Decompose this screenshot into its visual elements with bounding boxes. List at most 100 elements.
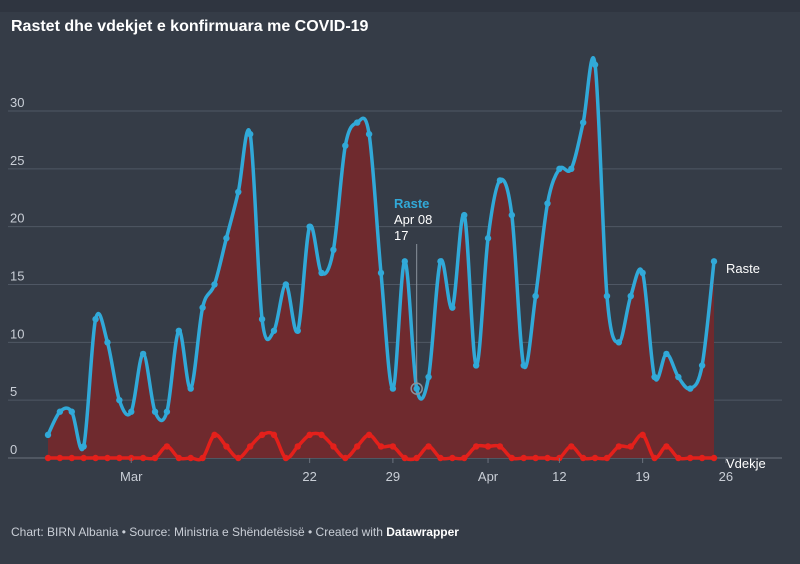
raste-point-53	[675, 373, 682, 381]
vdekje-point-15	[223, 443, 230, 450]
raste-point-14	[211, 281, 218, 288]
top-bar	[0, 0, 800, 12]
vdekje-point-46	[591, 454, 599, 462]
raste-point-23	[318, 269, 325, 277]
footer-credits: Chart: BIRN Albania • Source: Ministria …	[11, 525, 387, 539]
y-tick-label-15: 15	[10, 269, 24, 284]
vdekje-point-55	[698, 454, 706, 462]
vdekje-point-13	[199, 454, 206, 462]
raste-point-20	[282, 281, 290, 288]
raste-point-26	[354, 119, 361, 126]
footer-brand: Datawrapper	[386, 525, 459, 539]
raste-point-7	[128, 408, 135, 415]
raste-point-9	[151, 408, 159, 415]
vdekje-point-1	[56, 454, 64, 462]
y-tick-label-25: 25	[10, 153, 24, 168]
vdekje-point-39	[508, 454, 516, 462]
vdekje-point-19	[270, 431, 278, 439]
x-tick-label-19: 19	[635, 469, 649, 484]
y-tick-label-20: 20	[10, 211, 24, 226]
vdekje-point-53	[675, 454, 682, 462]
raste-point-47	[603, 292, 611, 300]
annotation-marker	[410, 382, 423, 395]
vdekje-point-52	[663, 443, 670, 450]
raste-point-27	[365, 130, 373, 138]
raste-point-35	[461, 211, 468, 219]
x-tick-label-Apr: Apr	[478, 469, 499, 484]
vdekje-point-6	[116, 454, 123, 462]
vdekje-point-29	[389, 443, 397, 450]
raste-point-15	[223, 235, 230, 242]
vdekje-point-36	[472, 443, 480, 450]
vdekje-point-10	[163, 443, 171, 450]
vdekje-point-56	[710, 454, 718, 462]
raste-point-3	[80, 443, 87, 450]
vdekje-point-20	[282, 454, 290, 462]
raste-area	[48, 57, 714, 458]
raste-point-2	[68, 408, 75, 415]
raste-point-52	[663, 350, 670, 358]
raste-point-43	[556, 165, 563, 173]
raste-point-24	[330, 246, 337, 253]
vdekje-point-23	[318, 431, 325, 439]
raste-point-18	[258, 316, 266, 323]
vdekje-point-38	[496, 443, 504, 450]
x-tick-label-22: 22	[302, 469, 316, 484]
vdekje-point-54	[687, 454, 694, 462]
raste-point-48	[615, 339, 623, 346]
raste-point-42	[544, 200, 551, 207]
vdekje-point-11	[175, 454, 183, 462]
raste-point-34	[449, 304, 456, 311]
vdekje-point-14	[211, 431, 218, 439]
vdekje-point-50	[639, 431, 646, 439]
raste-point-45	[579, 119, 587, 126]
vdekje-point-25	[342, 454, 349, 462]
x-tick-label-26: 26	[719, 469, 733, 484]
vdekje-point-44	[568, 443, 575, 450]
vdekje-point-27	[365, 431, 373, 439]
raste-point-6	[116, 396, 123, 404]
raste-point-49	[627, 292, 634, 300]
series-label-vdekje: Vdekje	[726, 456, 766, 471]
raste-point-46	[591, 61, 599, 68]
raste-point-41	[532, 292, 539, 300]
raste-point-17	[246, 130, 254, 138]
annotation-series: Raste	[394, 196, 429, 211]
vdekje-point-18	[258, 431, 266, 439]
vdekje-point-51	[651, 454, 658, 462]
vdekje-point-0	[44, 454, 52, 462]
vdekje-point-47	[603, 454, 611, 462]
raste-point-10	[163, 408, 171, 415]
vdekje-point-9	[151, 454, 159, 462]
raste-point-32	[425, 373, 432, 381]
vdekje-point-8	[139, 454, 147, 462]
y-tick-label-0: 0	[10, 442, 17, 457]
vdekje-point-32	[425, 443, 432, 450]
vdekje-point-45	[579, 454, 587, 462]
y-tick-label-10: 10	[10, 326, 24, 341]
vdekje-point-34	[449, 454, 456, 462]
raste-point-16	[235, 188, 242, 196]
raste-point-40	[520, 362, 527, 369]
y-tick-label-5: 5	[10, 384, 17, 399]
raste-point-36	[472, 362, 480, 369]
x-tick-label-Mar: Mar	[120, 469, 143, 484]
vdekje-point-4	[92, 454, 99, 462]
vdekje-point-42	[544, 454, 551, 462]
vdekje-point-2	[68, 454, 75, 462]
vdekje-point-30	[401, 454, 408, 462]
vdekje-point-48	[615, 443, 623, 450]
vdekje-point-5	[104, 454, 111, 462]
y-tick-label-30: 30	[10, 95, 24, 110]
raste-point-11	[175, 327, 183, 334]
vdekje-point-28	[377, 443, 385, 450]
vdekje-point-49	[627, 443, 634, 450]
vdekje-point-33	[437, 454, 444, 462]
raste-point-1	[56, 408, 64, 415]
raste-point-55	[698, 362, 706, 369]
raste-point-25	[342, 142, 349, 149]
raste-point-31	[413, 385, 420, 392]
vdekje-point-3	[80, 454, 87, 462]
raste-point-12	[187, 385, 194, 392]
